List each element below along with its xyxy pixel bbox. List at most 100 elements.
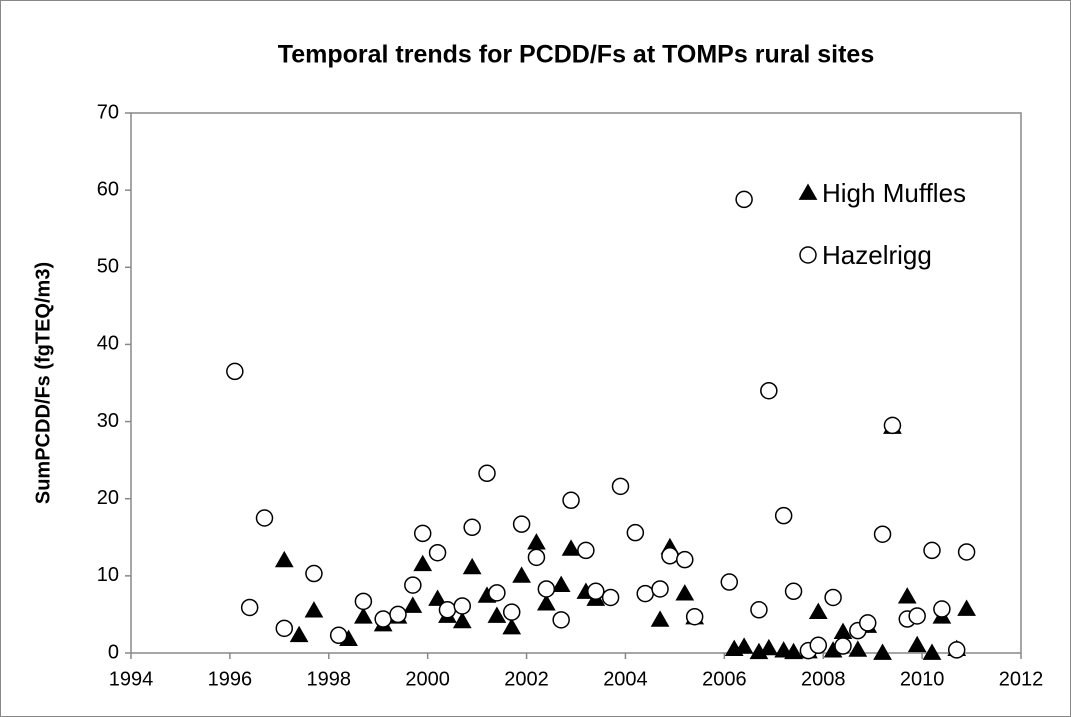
data-point (502, 618, 522, 635)
y-tick-label: 30 (97, 410, 119, 432)
y-tick-label: 20 (97, 487, 119, 509)
data-point (304, 601, 324, 618)
x-tick-label: 1994 (109, 668, 154, 690)
data-point (873, 525, 892, 543)
data-point (883, 416, 902, 435)
data-point (922, 643, 942, 660)
data-point (923, 541, 941, 560)
data-point (587, 582, 605, 601)
data-point (551, 575, 571, 592)
data-point (413, 554, 433, 572)
data-point (848, 640, 868, 657)
data-point (735, 190, 753, 209)
data-point (720, 573, 739, 591)
data-point (453, 597, 472, 615)
y-tick-label: 0 (108, 641, 119, 663)
data-point (858, 614, 877, 632)
data-point (274, 550, 294, 568)
data-point (651, 580, 669, 598)
data-point (255, 509, 274, 527)
x-tick-label: 2010 (900, 668, 945, 690)
data-point (784, 642, 803, 660)
data-point (957, 599, 976, 616)
data-point (784, 582, 803, 601)
data-point (226, 362, 244, 381)
data-point (428, 589, 447, 606)
legend-marker (799, 246, 817, 264)
data-point (428, 543, 447, 562)
x-tick-label: 2002 (504, 668, 549, 690)
data-point (305, 564, 323, 583)
data-point (403, 596, 423, 613)
chart-title: Temporal trends for PCDD/Fs at TOMPs rur… (278, 41, 874, 69)
data-point (487, 606, 507, 623)
data-point (676, 550, 694, 569)
data-point (759, 638, 779, 656)
data-point (908, 607, 926, 625)
data-point (462, 557, 482, 575)
data-point (275, 619, 294, 638)
data-point (561, 539, 581, 556)
data-point (329, 626, 348, 645)
y-tick-label: 10 (97, 564, 119, 586)
data-point (404, 576, 422, 594)
data-point (897, 587, 917, 604)
x-tick-label: 2006 (702, 668, 747, 690)
data-point (650, 610, 670, 627)
data-point (957, 543, 976, 561)
data-point (488, 584, 506, 602)
data-point (389, 605, 407, 624)
data-point (463, 518, 481, 537)
data-point (240, 598, 259, 617)
data-point (512, 515, 531, 533)
data-point (452, 611, 472, 629)
data-point (907, 635, 927, 653)
data-point (478, 464, 496, 483)
y-tick-label: 70 (97, 101, 119, 123)
data-point (626, 523, 645, 542)
x-tick-label: 2008 (801, 668, 846, 690)
y-axis-label: SumPCDD/Fs (fgTEQ/m3) (32, 262, 54, 504)
plot-area (130, 112, 1022, 654)
data-point (834, 637, 852, 655)
data-point (374, 610, 392, 628)
data-point (512, 566, 531, 583)
data-point (933, 600, 951, 618)
data-point (413, 524, 432, 543)
data-point (537, 580, 556, 598)
x-tick-label: 1996 (208, 668, 253, 690)
data-point (438, 601, 457, 619)
legend-label: High Muffles (822, 178, 966, 208)
y-tick-label: 50 (97, 256, 119, 278)
data-point (675, 584, 695, 601)
data-point (808, 602, 828, 619)
data-point (636, 584, 654, 603)
data-point (354, 607, 373, 624)
data-point (873, 643, 892, 660)
data-point (734, 637, 754, 654)
data-point (552, 611, 570, 629)
x-tick-label: 2012 (999, 668, 1044, 690)
data-point (611, 477, 630, 496)
data-point (750, 601, 768, 619)
data-point (562, 491, 580, 510)
data-point (289, 625, 309, 643)
data-point (685, 607, 704, 626)
data-point (824, 588, 842, 607)
x-tick-label: 2000 (405, 668, 450, 690)
x-tick-label: 1998 (307, 668, 352, 690)
data-point (774, 506, 793, 525)
data-point (809, 636, 828, 655)
data-point (601, 588, 620, 607)
legend-marker (798, 183, 818, 200)
data-point (536, 594, 556, 611)
data-point (354, 592, 373, 611)
data-point (947, 641, 966, 659)
data-point (760, 381, 778, 400)
data-point (577, 541, 595, 560)
data-point (527, 548, 546, 567)
x-tick-label: 2004 (603, 668, 648, 690)
legend-label: Hazelrigg (822, 240, 932, 270)
